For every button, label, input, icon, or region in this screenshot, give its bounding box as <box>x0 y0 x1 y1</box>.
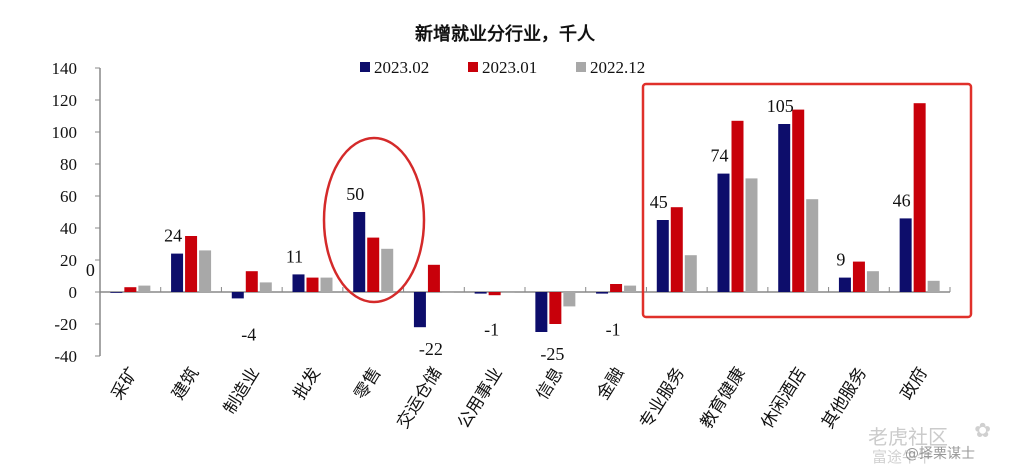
bar-2023.02-金融 <box>596 292 609 294</box>
data-label: -1 <box>484 320 499 340</box>
data-label: 74 <box>711 146 729 166</box>
y-tick-label: -20 <box>54 315 77 334</box>
legend-label-2023.01: 2023.01 <box>482 58 537 77</box>
bar-2023.01-建筑 <box>185 236 198 292</box>
bar-2022.12-建筑 <box>199 250 212 292</box>
y-tick-label: 100 <box>52 123 78 142</box>
data-label: -22 <box>419 339 443 359</box>
category-label: 教育健康 <box>697 364 750 432</box>
bar-2023.02-零售 <box>353 212 366 292</box>
bar-2022.12-政府 <box>927 280 940 292</box>
data-label: -4 <box>241 324 256 344</box>
data-label: 45 <box>650 192 668 212</box>
y-tick-label: -40 <box>54 347 77 366</box>
bar-2023.01-零售 <box>367 237 380 292</box>
bar-2023.01-采矿 <box>124 287 137 292</box>
data-label: 9 <box>836 250 845 270</box>
legend-swatch-2022.12 <box>576 62 586 72</box>
category-label: 建筑 <box>168 364 203 403</box>
data-label: 11 <box>286 246 303 266</box>
legend-swatch-2023.01 <box>468 62 478 72</box>
category-label: 其他服务 <box>818 364 871 432</box>
bar-2023.02-休闲酒店 <box>778 124 791 292</box>
y-tick-label: 140 <box>52 59 78 78</box>
bar-2022.12-金融 <box>624 285 637 292</box>
watermark-text: @择栗谋士 <box>905 446 975 462</box>
bar-2023.02-教育健康 <box>717 173 730 292</box>
y-tick-label: 120 <box>52 91 78 110</box>
y-tick-label: 20 <box>60 251 77 270</box>
y-tick-label: 80 <box>60 155 77 174</box>
bar-2022.12-交运仓储 <box>441 292 454 293</box>
bar-2023.01-金融 <box>610 284 623 292</box>
chart-title: 新增就业分行业，千人 <box>415 23 596 45</box>
bar-2023.02-制造业 <box>231 292 244 299</box>
bar-2023.01-公用事业 <box>488 292 501 296</box>
category-label: 制造业 <box>220 364 264 418</box>
bar-2023.01-制造业 <box>245 271 258 292</box>
bar-2023.01-批发 <box>306 277 319 292</box>
data-label: 24 <box>164 226 182 246</box>
bar-2023.01-教育健康 <box>731 120 744 292</box>
bar-2023.01-信息 <box>549 292 562 324</box>
data-label: -1 <box>606 320 621 340</box>
bar-2023.01-其他服务 <box>852 261 865 292</box>
category-label: 专业服务 <box>636 364 689 432</box>
bar-2023.02-公用事业 <box>474 292 487 294</box>
bar-2022.12-休闲酒店 <box>806 199 819 292</box>
watermark-text: 老虎社区 <box>868 425 948 449</box>
highlight-ellipse-retail <box>322 136 426 304</box>
bar-2023.01-休闲酒店 <box>792 109 805 292</box>
bar-2022.12-其他服务 <box>866 271 879 292</box>
legend-label-2023.02: 2023.02 <box>374 58 429 77</box>
data-label: 46 <box>893 190 911 210</box>
legend-label-2022.12: 2022.12 <box>590 58 645 77</box>
watermark-text: 富途牛牛 <box>872 448 932 466</box>
data-label: 0 <box>86 260 95 280</box>
category-label: 休闲酒店 <box>757 364 810 432</box>
bar-2023.02-交运仓储 <box>413 292 426 328</box>
bar-2022.12-批发 <box>320 277 333 292</box>
category-label: 金融 <box>593 364 628 403</box>
bar-2022.12-采矿 <box>138 285 151 292</box>
bar-2023.02-信息 <box>535 292 548 332</box>
bar-2022.12-信息 <box>563 292 576 307</box>
data-label: 105 <box>767 96 794 116</box>
data-label: -25 <box>540 344 564 364</box>
y-tick-label: 40 <box>60 219 77 238</box>
data-label: 50 <box>346 184 364 204</box>
bar-2023.02-政府 <box>899 218 912 292</box>
bar-2022.12-零售 <box>381 248 394 292</box>
category-label: 批发 <box>290 364 325 403</box>
category-label: 零售 <box>350 364 385 403</box>
bar-2022.12-制造业 <box>259 282 272 292</box>
y-tick-label: 0 <box>69 283 78 302</box>
watermark: ✿ <box>974 418 991 442</box>
bar-2023.01-政府 <box>913 103 926 292</box>
category-label: 交运仓储 <box>393 364 446 432</box>
legend-swatch-2023.02 <box>360 62 370 72</box>
bar-2023.02-其他服务 <box>838 277 851 292</box>
bar-2023.02-专业服务 <box>656 220 669 292</box>
bar-2022.12-教育健康 <box>745 178 758 292</box>
bar-2023.02-批发 <box>292 274 305 292</box>
bar-2023.02-采矿 <box>110 292 123 293</box>
bar-2023.02-建筑 <box>171 253 184 292</box>
category-label: 公用事业 <box>454 364 507 432</box>
category-label: 政府 <box>897 364 932 403</box>
bar-2022.12-公用事业 <box>502 292 515 293</box>
bar-2023.01-专业服务 <box>670 207 683 292</box>
highlight-rect-services <box>641 82 973 319</box>
y-tick-label: 60 <box>60 187 77 206</box>
bar-2022.12-专业服务 <box>684 255 697 292</box>
category-label: 信息 <box>533 364 568 403</box>
bar-2023.01-交运仓储 <box>427 264 440 292</box>
category-label: 采矿 <box>108 364 143 403</box>
